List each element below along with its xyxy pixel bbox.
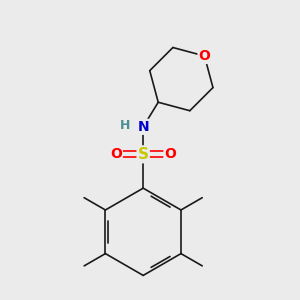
Text: S: S xyxy=(138,147,149,162)
Text: N: N xyxy=(137,120,149,134)
Text: O: O xyxy=(199,49,210,63)
Text: O: O xyxy=(110,147,122,161)
Text: O: O xyxy=(164,147,176,161)
Text: H: H xyxy=(120,119,131,132)
